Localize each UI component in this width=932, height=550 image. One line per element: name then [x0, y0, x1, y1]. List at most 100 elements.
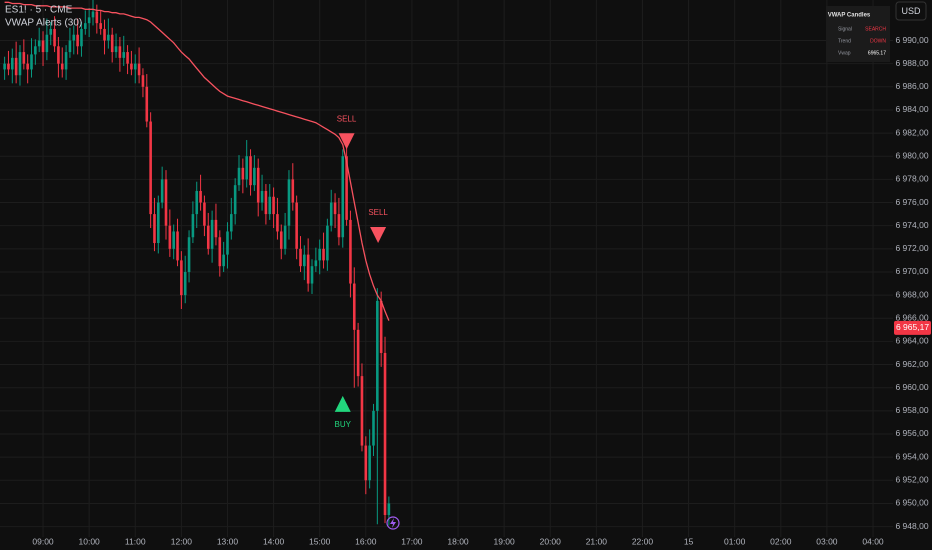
- candle-body: [210, 219, 214, 249]
- candle-body: [329, 202, 333, 226]
- candle-body: [333, 202, 337, 215]
- signal-label: BUY: [335, 420, 352, 429]
- candle-body: [368, 445, 371, 481]
- candle-body: [291, 179, 295, 203]
- candle-body: [157, 202, 160, 244]
- candle-body: [110, 34, 114, 53]
- candle-body: [3, 63, 6, 70]
- candle-body: [22, 52, 26, 64]
- y-tick-label: 6 986,00: [895, 81, 928, 91]
- candle-body: [57, 46, 60, 64]
- signal-marker: [370, 226, 387, 243]
- candle-body: [7, 63, 10, 70]
- y-tick-label: 6 970,00: [895, 266, 928, 276]
- y-tick-label: 6 950,00: [895, 498, 928, 508]
- info-row-label: Trend: [838, 38, 851, 44]
- candle-body: [245, 156, 248, 180]
- candle-body: [272, 196, 275, 215]
- candle-body: [337, 214, 341, 238]
- y-tick-label: 6 960,00: [895, 382, 928, 392]
- candle-body: [137, 63, 141, 76]
- candle-body: [356, 329, 360, 377]
- candle-body: [164, 179, 168, 226]
- candle-body: [10, 57, 14, 70]
- alert-bolt: [390, 518, 396, 528]
- y-tick-label: 6 976,00: [895, 197, 928, 207]
- x-tick-label: 20:00: [540, 536, 562, 546]
- candle-body: [64, 52, 68, 70]
- y-tick-label: 6 948,00: [895, 521, 928, 531]
- candle-body: [206, 225, 210, 249]
- candle-body: [226, 231, 229, 255]
- candle-body: [87, 17, 91, 24]
- candle-body: [176, 231, 179, 261]
- info-row-value: DOWN: [870, 38, 886, 44]
- candle-body: [114, 46, 118, 53]
- candle-body: [153, 214, 156, 244]
- candle-body: [299, 248, 302, 267]
- x-tick-label: 14:00: [263, 536, 285, 546]
- candle-body: [279, 231, 283, 249]
- candle-body: [372, 410, 375, 446]
- y-tick-label: 6 978,00: [895, 174, 928, 184]
- y-tick-label: 6 962,00: [895, 359, 928, 369]
- x-tick-label: 21:00: [586, 536, 608, 546]
- y-tick-label: 6 968,00: [895, 289, 928, 299]
- candle-body: [376, 300, 379, 411]
- candle-body: [95, 11, 99, 24]
- candle-body: [130, 63, 133, 70]
- grid: [0, 0, 893, 537]
- alert-icon[interactable]: [386, 516, 400, 530]
- candle-body: [306, 254, 310, 284]
- candle-body: [80, 28, 83, 47]
- x-tick-label: 13:00: [217, 536, 239, 546]
- candle-body: [41, 40, 45, 53]
- info-row-value: SEARCH: [865, 26, 886, 32]
- candle-body: [91, 11, 95, 18]
- candle-body: [26, 63, 29, 70]
- signal-label: SELL: [368, 208, 388, 217]
- candle-body: [37, 40, 41, 47]
- candle-body: [133, 63, 137, 70]
- candle-body: [180, 260, 183, 296]
- info-row-label: Signal: [838, 26, 852, 32]
- y-tick-label: 6 956,00: [895, 428, 928, 438]
- candle-body: [107, 34, 110, 41]
- currency-button[interactable]: [895, 1, 927, 21]
- x-tick-label: 10:00: [79, 536, 101, 546]
- candle-body: [141, 75, 145, 87]
- currency-label[interactable]: USD: [901, 6, 921, 16]
- candle-body: [276, 214, 279, 232]
- candle-body: [256, 167, 260, 203]
- candle-body: [53, 28, 56, 47]
- signal-label: SELL: [337, 114, 357, 123]
- info-row-value: 6965.17: [868, 50, 886, 56]
- y-tick-label: 6 984,00: [895, 104, 928, 114]
- candle-body: [233, 185, 237, 215]
- x-tick-label: 04:00: [862, 536, 884, 546]
- candle-body: [341, 156, 345, 238]
- candle-body: [222, 254, 225, 267]
- candle-body: [145, 86, 149, 122]
- candle-body: [314, 260, 318, 267]
- x-tick-label: 16:00: [355, 536, 377, 546]
- indicator-name[interactable]: VWAP Alerts (30): [5, 18, 82, 29]
- info-table: [826, 6, 890, 62]
- candle-body: [230, 214, 233, 232]
- candle-body: [241, 167, 245, 180]
- y-tick-label: 6 954,00: [895, 451, 928, 461]
- x-tick-label: 12:00: [171, 536, 193, 546]
- candle-body: [260, 190, 264, 203]
- candle-body: [203, 202, 206, 226]
- candle-body: [49, 28, 53, 35]
- symbol[interactable]: ES1! · 5 · CME: [5, 5, 73, 16]
- last-price-label: 6 965,17: [896, 322, 929, 332]
- y-tick-label: 6 952,00: [895, 475, 928, 485]
- candle-body: [387, 503, 391, 516]
- candle-body: [160, 179, 164, 203]
- candle-body: [172, 231, 175, 249]
- candle-body: [18, 52, 22, 76]
- candle-body: [103, 28, 106, 41]
- x-tick-label: 09:00: [32, 536, 54, 546]
